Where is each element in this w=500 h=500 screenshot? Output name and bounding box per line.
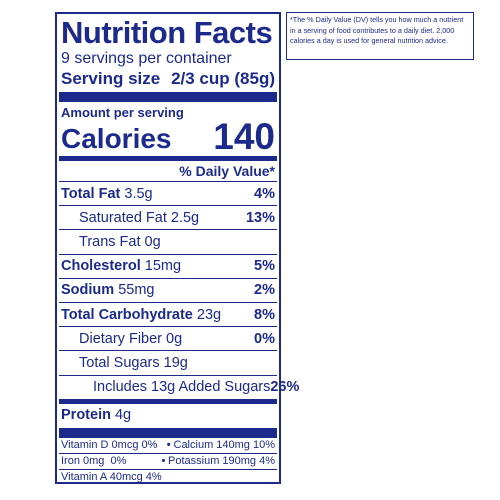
nutrient-name: Total Sugars bbox=[79, 354, 160, 371]
nutrient-name: Saturated Fat bbox=[79, 209, 167, 226]
nutrient-name: Protein bbox=[61, 406, 111, 423]
nutrient-amount: 19g bbox=[163, 354, 188, 371]
bullet-separator: • bbox=[161, 455, 166, 468]
nutrient-name: Sodium bbox=[61, 282, 115, 299]
nutrient-dv: 26% bbox=[270, 379, 300, 396]
nutrient-name: Total Carbohydrate bbox=[61, 306, 193, 323]
nutrient-name: Cholesterol bbox=[61, 258, 141, 275]
nutrient-dv: 8% bbox=[254, 306, 275, 323]
divider-medium bbox=[59, 398, 277, 404]
vitamin-right: Potassium 190mg 4% bbox=[168, 455, 275, 468]
vitamin-right: Calcium 140mg 10% bbox=[173, 439, 276, 452]
nutrient-row-sodium: Sodium 55mg 2% bbox=[59, 279, 277, 303]
nutrient-amount: 3.5g bbox=[124, 185, 153, 202]
vitamin-row: Vitamin A 40mcg 4% bbox=[59, 470, 277, 485]
divider-medium bbox=[59, 156, 277, 161]
calories-row: Calories 140 bbox=[61, 116, 275, 157]
vitamin-left: Vitamin A 40mcg 4% bbox=[61, 471, 162, 484]
nutrient-row-saturated-fat: Saturated Fat 2.5g 13% bbox=[59, 206, 277, 231]
calories-value: 140 bbox=[213, 116, 275, 157]
serving-size-row: Serving size 2/3 cup (85g) bbox=[61, 68, 275, 90]
vitamin-left: Iron 0mg 0% bbox=[61, 455, 127, 468]
vitamin-row: Iron 0mg 0% • Potassium 190mg 4% bbox=[59, 454, 277, 470]
serving-size-label: Serving size bbox=[61, 69, 161, 88]
nutrient-dv: 4% bbox=[254, 185, 275, 202]
nutrient-row-total-sugars: Total Sugars 19g bbox=[59, 351, 277, 376]
divider-thick bbox=[59, 427, 277, 438]
nutrient-row-added-sugars: Includes 13g Added Sugars 26% bbox=[59, 376, 299, 399]
nutrient-dv: 0% bbox=[254, 330, 275, 347]
nutrition-facts-label: Nutrition Facts 9 servings per container… bbox=[55, 12, 299, 485]
nutrient-amount: 0g bbox=[144, 233, 161, 250]
nutrient-name: Trans Fat bbox=[79, 233, 141, 250]
bullet-separator: • bbox=[166, 439, 171, 452]
nutrient-dv: 13% bbox=[245, 209, 275, 226]
servings-per-container: 9 servings per container bbox=[61, 50, 232, 67]
nutrient-row-total-fat: Total Fat 3.5g 4% bbox=[59, 182, 277, 207]
nutrient-amount: 15mg bbox=[144, 258, 182, 275]
nutrient-row-trans-fat: Trans Fat 0g bbox=[59, 230, 277, 255]
nutrient-dv: 2% bbox=[254, 282, 275, 299]
amount-per-serving: Amount per serving bbox=[61, 105, 184, 120]
nutrient-dv: 5% bbox=[254, 258, 275, 275]
nutrient-amount: 4g bbox=[114, 406, 132, 423]
nutrient-name: Dietary Fiber bbox=[79, 330, 162, 347]
label-title: Nutrition Facts bbox=[61, 15, 273, 50]
nutrient-name: Total Fat bbox=[61, 185, 121, 202]
nutrient-amount: 2.5g bbox=[170, 209, 200, 226]
serving-size-value: 2/3 cup (85g) bbox=[171, 69, 275, 88]
nutrient-row-cholesterol: Cholesterol 15mg 5% bbox=[59, 255, 277, 279]
vitamin-left: Vitamin D 0mcg 0% bbox=[61, 439, 158, 452]
nutrient-amount: 55mg bbox=[118, 282, 155, 299]
calories-label: Calories bbox=[61, 123, 172, 154]
nutrient-amount: 23g bbox=[196, 306, 222, 323]
nutrient-name: Includes 13g Added Sugars bbox=[93, 379, 271, 396]
daily-value-footnote: *The % Daily Value (DV) tells you how mu… bbox=[286, 12, 474, 60]
divider-thick bbox=[59, 92, 277, 102]
daily-value-header: % Daily Value* bbox=[59, 161, 277, 182]
nutrient-row-total-carbohydrate: Total Carbohydrate 23g 8% bbox=[59, 303, 277, 328]
vitamin-row: Vitamin D 0mcg 0% • Calcium 140mg 10% bbox=[59, 438, 277, 454]
nutrient-row-protein: Protein 4g bbox=[61, 404, 275, 426]
nutrient-amount: 0g bbox=[166, 330, 183, 347]
nutrient-row-dietary-fiber: Dietary Fiber 0g 0% bbox=[59, 327, 277, 352]
